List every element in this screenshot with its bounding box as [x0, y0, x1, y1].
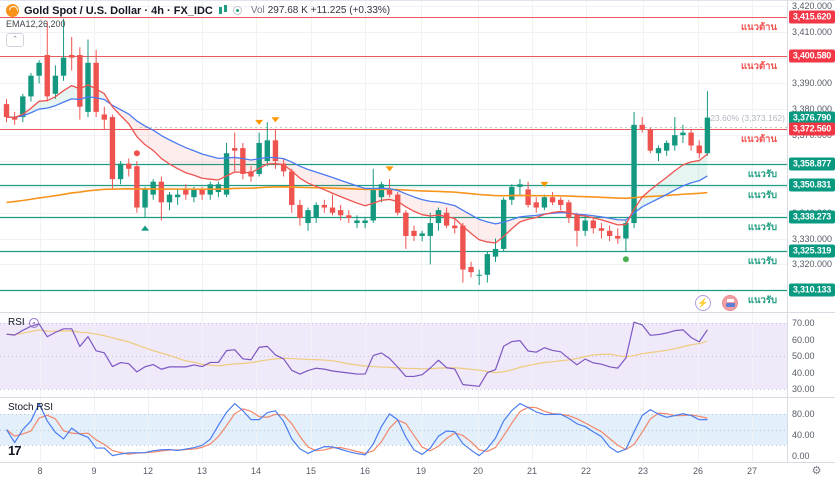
price-tick-label: 3,330.000 — [792, 233, 833, 244]
time-axis-label: 13 — [196, 466, 208, 476]
main-chart-canvas[interactable] — [0, 1, 787, 312]
instant-trading-button[interactable]: ⚡ — [695, 295, 711, 311]
price-level-pill: 3,400.580 — [789, 49, 835, 63]
rsi-settings-icon[interactable] — [28, 317, 39, 328]
legend-collapse-button[interactable]: ⌃ — [6, 33, 24, 47]
support-label[interactable]: แนวรับ — [747, 168, 777, 180]
main-price-pane[interactable]: Gold Spot / U.S. Dollar · 4h · FX_IDC Vo… — [0, 1, 787, 312]
rsi-tick-label: 50.00 — [792, 351, 815, 361]
stoch-tick-label: 80.00 — [792, 409, 815, 419]
volume-change: +11.225 (+0.33%) — [310, 5, 391, 16]
time-axis-label: 23 — [637, 466, 649, 476]
price-tick-label: 3,320.000 — [792, 259, 833, 270]
rsi-pane[interactable]: RSI — [0, 313, 787, 397]
axis-separator — [0, 462, 835, 463]
chart-legend[interactable]: Gold Spot / U.S. Dollar · 4h · FX_IDC Vo… — [6, 4, 390, 17]
resistance-label[interactable]: แนวต้าน — [741, 133, 777, 145]
sentiment-button[interactable] — [722, 295, 738, 311]
time-axis-label: 26 — [692, 466, 704, 476]
time-axis-label: 16 — [359, 466, 371, 476]
price-level-pill: 3,310.133 — [789, 283, 835, 297]
pane-separator[interactable] — [0, 312, 835, 313]
rsi-tick-label: 60.00 — [792, 334, 815, 345]
volume-label: Vol — [250, 5, 265, 16]
support-label[interactable]: แนวรับ — [747, 294, 777, 306]
price-level-pill: 3,372.560 — [789, 122, 835, 136]
axis-settings-gear-icon[interactable]: ⚙ — [811, 465, 822, 477]
stoch-rsi-canvas[interactable] — [0, 398, 787, 462]
time-axis-label: 19 — [415, 466, 427, 476]
gold-symbol-logo-icon — [6, 4, 19, 17]
price-tick-label: 3,370.000 — [792, 130, 833, 141]
price-level-pill: 3,358.877 — [789, 157, 835, 171]
time-axis-label: 15 — [305, 466, 317, 476]
resistance-label[interactable]: แนวต้าน — [741, 22, 777, 34]
rsi-label: RSI — [8, 317, 25, 328]
time-axis-label: 9 — [91, 466, 97, 476]
stoch-rsi-label: Stoch RSI — [8, 402, 54, 413]
price-tick-label: 3,420.000 — [792, 0, 833, 11]
price-level-pill: 3,350.831 — [789, 178, 835, 192]
price-level-pill: 3,338.273 — [789, 210, 835, 224]
time-axis-label: 21 — [526, 466, 538, 476]
time-axis[interactable]: ⚙ 8 9 12 13 14 15 16 19 20 21 22 23 26 27 — [0, 463, 835, 480]
symbol-title[interactable]: Gold Spot / U.S. Dollar · 4h · FX_IDC — [24, 4, 213, 17]
ema-indicator-legend[interactable]: EMA12,26,200 — [6, 19, 66, 29]
price-tick-label: 3,410.000 — [792, 26, 833, 37]
stoch-tick-label: 40.00 — [792, 429, 815, 440]
price-level-pill: 3,376.790 — [789, 111, 835, 125]
volume-value: 297.68 K — [267, 5, 308, 16]
stoch-rsi-pane[interactable]: Stoch RSI 17 — [0, 398, 787, 462]
tradingview-logo[interactable]: 17 — [8, 443, 22, 458]
market-status-icon — [232, 6, 242, 15]
support-label[interactable]: แนวรับ — [747, 222, 777, 234]
price-level-pill: 3,415.620 — [789, 10, 835, 24]
time-axis-label: 27 — [746, 466, 758, 476]
candlestick-style-icon — [218, 5, 228, 16]
time-axis-label: 12 — [142, 466, 154, 476]
stoch-rsi-legend[interactable]: Stoch RSI — [8, 402, 53, 413]
rsi-tick-label: 30.00 — [792, 384, 815, 394]
time-axis-label: 14 — [250, 466, 262, 476]
support-label[interactable]: แนวรับ — [747, 189, 777, 201]
volume-readout: Vol 297.68 K +11.225 (+0.33%) — [251, 5, 390, 16]
time-axis-label: 8 — [37, 466, 43, 476]
time-axis-label: 22 — [580, 466, 592, 476]
support-label[interactable]: แนวรับ — [747, 255, 777, 267]
rsi-tick-label: 70.00 — [792, 318, 815, 328]
price-scale[interactable]: 3,420.000 3,410.000 3,390.000 3,380.000 3,37… — [787, 1, 835, 462]
pane-separator[interactable] — [0, 397, 835, 398]
price-tick-label: 3,380.000 — [792, 104, 833, 115]
resistance-label[interactable]: แนวต้าน — [741, 61, 777, 73]
price-level-pill: 3,325.319 — [789, 244, 835, 258]
rsi-legend[interactable]: RSI — [8, 317, 39, 328]
rsi-canvas[interactable] — [0, 313, 787, 397]
time-axis-label: 20 — [472, 466, 484, 476]
rsi-tick-label: 40.00 — [792, 367, 815, 378]
fib-retracement-label[interactable]: 23.60% (3,373.162) — [710, 113, 785, 123]
stoch-tick-label: 0.00 — [792, 450, 810, 461]
price-tick-label: 3,390.000 — [792, 78, 833, 89]
